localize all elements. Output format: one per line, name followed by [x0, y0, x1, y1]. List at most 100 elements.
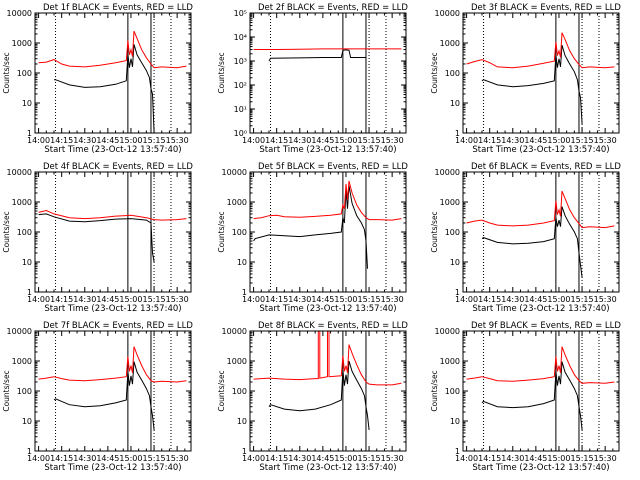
- y-axis-label: Counts/sec: [2, 211, 11, 252]
- y-tick-label: 10: [450, 99, 460, 108]
- x-tick-label: 14:45: [524, 295, 547, 304]
- events-series-line: [481, 206, 583, 278]
- panel-title: Det 9f BLACK = Events, RED = LLD: [471, 321, 621, 331]
- y-tick-label: 1000: [12, 198, 32, 207]
- x-tick-label: 15:00: [119, 295, 142, 304]
- y-tick-label: 100: [445, 387, 460, 396]
- x-tick-label: 14:15: [478, 295, 501, 304]
- x-tick-label: 14:30: [501, 454, 524, 463]
- y-tick-label: 10000: [435, 327, 460, 336]
- x-tick-label: 15:15: [143, 454, 166, 463]
- panel-title: Det 6f BLACK = Events, RED = LLD: [471, 162, 621, 172]
- y-tick-label: 1000: [12, 39, 32, 48]
- x-tick-label: 15:00: [119, 136, 142, 145]
- y-axis-label: Counts/sec: [217, 370, 226, 411]
- x-tick-label: 14:30: [501, 136, 524, 145]
- events-series-line: [38, 213, 155, 263]
- panel-title: Det 7f BLACK = Events, RED = LLD: [43, 321, 193, 331]
- y-tick-label: 10000: [222, 168, 247, 177]
- y-tick-label: 10: [237, 258, 247, 267]
- y-tick-label: 100: [17, 387, 32, 396]
- x-axis-label: Start Time (23-Oct-12 13:57:40): [44, 304, 181, 314]
- x-tick-label: 14:30: [73, 295, 96, 304]
- y-axis-label: Counts/sec: [217, 211, 226, 252]
- panel-det-5: Det 5f BLACK = Events, RED = LLD 1 10 100 10…: [217, 162, 408, 314]
- y-tick-label: 10000: [7, 327, 32, 336]
- y-axis-label: Counts/sec: [430, 370, 439, 411]
- x-tick-label: 15:00: [334, 295, 357, 304]
- x-tick-label: 14:00: [455, 136, 478, 145]
- y-tick-label: 10: [22, 417, 32, 426]
- x-tick-label: 14:45: [311, 136, 334, 145]
- x-axis-label: Start Time (23-Oct-12 13:57:40): [259, 145, 396, 155]
- plot-frame: [34, 171, 192, 293]
- y-tick-label: 100: [445, 69, 460, 78]
- y-tick-label: 10000: [7, 168, 32, 177]
- events-series-line: [253, 185, 368, 269]
- panel-title: Det 4f BLACK = Events, RED = LLD: [43, 162, 193, 172]
- panel-det-4: Det 4f BLACK = Events, RED = LLD 1 10 100 10…: [2, 162, 193, 314]
- y-tick-label: 1: [455, 129, 460, 138]
- x-tick-label: 14:15: [265, 454, 288, 463]
- x-tick-label: 14:00: [455, 454, 478, 463]
- y-tick-label: 100: [445, 228, 460, 237]
- panel-det-6: Det 6f BLACK = Events, RED = LLD 1 10 100 10…: [430, 162, 621, 314]
- lld-series-line: [38, 346, 187, 383]
- x-tick-label: 14:00: [242, 295, 265, 304]
- x-tick-label: 15:15: [571, 136, 594, 145]
- x-tick-label: 15:30: [381, 136, 404, 145]
- y-tick-label: 10000: [435, 9, 460, 18]
- x-axis-label: Start Time (23-Oct-12 13:57:40): [472, 304, 609, 314]
- y-tick-label: 100: [232, 387, 247, 396]
- x-axis-label: Start Time (23-Oct-12 13:57:40): [259, 304, 396, 314]
- x-tick-label: 14:30: [73, 454, 96, 463]
- y-tick-label: 10⁰: [234, 129, 247, 138]
- panel-title: Det 3f BLACK = Events, RED = LLD: [471, 3, 621, 13]
- y-tick-label: 10⁴: [234, 33, 247, 42]
- y-tick-label: 10¹: [234, 105, 247, 114]
- panel-det-7: Det 7f BLACK = Events, RED = LLD 1 10 100 10…: [2, 321, 193, 473]
- x-tick-label: 15:00: [334, 136, 357, 145]
- x-tick-label: 15:15: [358, 136, 381, 145]
- plot-frame: [462, 12, 620, 134]
- y-tick-label: 1: [242, 447, 247, 456]
- x-tick-label: 15:30: [166, 454, 189, 463]
- events-series-line: [53, 361, 155, 431]
- events-series-line: [268, 49, 366, 62]
- lld-series-line: [466, 190, 615, 229]
- x-tick-label: 14:00: [455, 295, 478, 304]
- x-tick-label: 14:30: [73, 136, 96, 145]
- lld-series-line: [253, 48, 402, 50]
- x-tick-label: 14:30: [288, 136, 311, 145]
- x-tick-label: 14:00: [242, 136, 265, 145]
- x-tick-label: 14:45: [96, 454, 119, 463]
- x-tick-label: 15:15: [571, 454, 594, 463]
- panel-det-2: Det 2f BLACK = Events, RED = LLD 10⁰ 10¹ 10…: [217, 3, 408, 155]
- x-tick-label: 14:00: [27, 295, 50, 304]
- y-tick-label: 10000: [435, 168, 460, 177]
- y-tick-label: 1000: [227, 357, 247, 366]
- x-tick-label: 15:30: [594, 295, 617, 304]
- x-tick-label: 15:15: [143, 295, 166, 304]
- y-axis-label: Counts/sec: [217, 52, 226, 93]
- lld-series-line: [38, 209, 187, 221]
- x-tick-label: 14:45: [96, 295, 119, 304]
- x-tick-label: 15:00: [547, 454, 570, 463]
- x-axis-label: Start Time (23-Oct-12 13:57:40): [472, 463, 609, 473]
- events-series-line: [481, 361, 583, 431]
- x-tick-label: 14:30: [288, 295, 311, 304]
- events-series-line: [268, 360, 370, 431]
- panel-det-3: Det 3f BLACK = Events, RED = LLD 1 10 100 10…: [430, 3, 621, 155]
- x-tick-label: 15:30: [381, 454, 404, 463]
- x-tick-label: 15:30: [166, 295, 189, 304]
- y-tick-label: 10: [450, 417, 460, 426]
- y-tick-label: 10⁵: [234, 9, 247, 18]
- y-tick-label: 10: [450, 258, 460, 267]
- y-tick-label: 1000: [440, 39, 460, 48]
- x-tick-label: 14:45: [311, 454, 334, 463]
- x-axis-label: Start Time (23-Oct-12 13:57:40): [44, 463, 181, 473]
- x-tick-label: 14:00: [242, 454, 265, 463]
- lld-series-line: [253, 330, 402, 386]
- x-axis-label: Start Time (23-Oct-12 13:57:40): [259, 463, 396, 473]
- y-tick-label: 100: [232, 228, 247, 237]
